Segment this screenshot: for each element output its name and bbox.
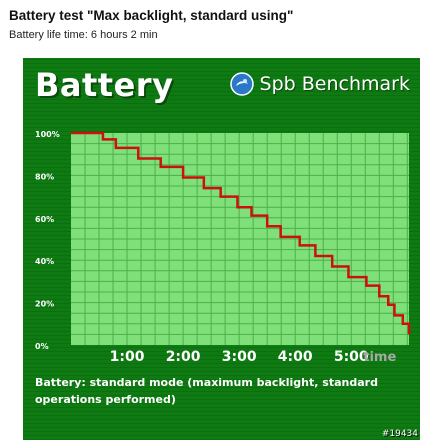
y-tick-label: 40% (35, 257, 54, 266)
battery-life-subtitle: Battery life time: 6 hours 2 min (9, 29, 158, 41)
y-tick-label: 0% (35, 342, 49, 351)
y-tick-label: 60% (35, 215, 54, 224)
y-axis-labels: 100% 80% 60% 40% 20% 0% (35, 130, 60, 351)
x-tick-label: 5:00 (334, 349, 369, 365)
y-tick-label: 80% (35, 172, 54, 181)
brand: Spb Benchmark (229, 72, 410, 96)
y-tick-label: 100% (35, 130, 60, 139)
panel-title: Battery (35, 66, 174, 104)
series-layer (71, 131, 411, 335)
battery-series-line (71, 131, 411, 335)
x-tick-label: 1:00 (110, 349, 145, 365)
spb-logo-icon (229, 72, 254, 96)
battery-chart: 100% 80% 60% 40% 20% 0% 1:00 2:00 3:00 4:00 5:00t… (35, 130, 411, 365)
x-tick-label: 3:00 (222, 349, 257, 365)
x-tick-label: 4:00 (278, 349, 313, 365)
y-tick-label: 20% (35, 300, 54, 309)
benchmark-panel: Battery Spb Benchmark 100% 80% 60% 40% 20% 0%… (23, 58, 420, 440)
chart-caption: Battery: standard mode (maximum backligh… (35, 376, 378, 406)
x-tick-label: 2:00 (166, 349, 201, 365)
page-title: Battery test "Max backlight, standard us… (9, 8, 294, 23)
brand-text: Spb Benchmark (259, 73, 410, 95)
watermark: #19434 (381, 429, 418, 439)
grid (71, 133, 409, 345)
x-unit-label: time (363, 350, 396, 365)
